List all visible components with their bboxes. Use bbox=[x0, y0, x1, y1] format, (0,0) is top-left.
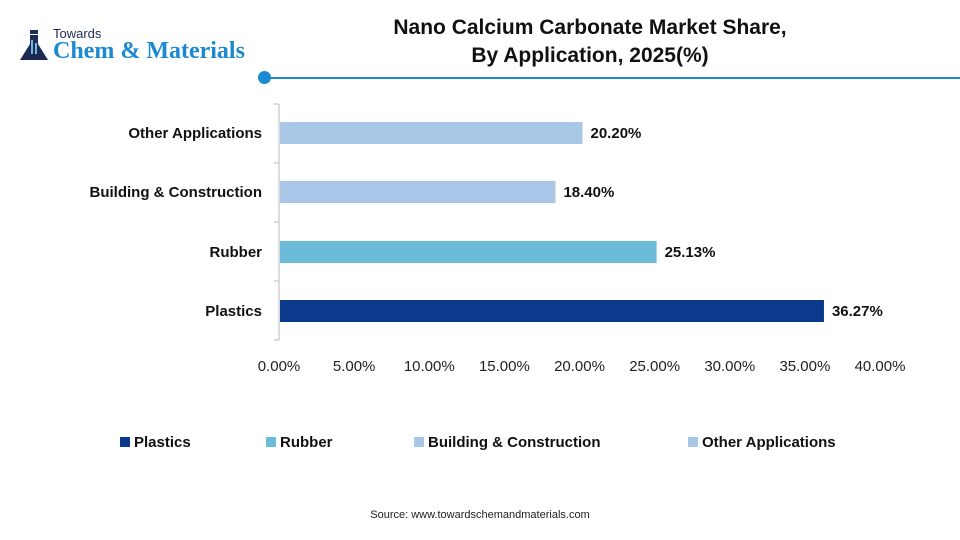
x-tick-label: 40.00% bbox=[855, 358, 906, 375]
legend-swatch bbox=[414, 437, 424, 447]
title-line-1: Nano Calcium Carbonate Market Share, bbox=[393, 16, 787, 39]
data-label: 20.20% bbox=[591, 125, 642, 142]
x-tick-label: 5.00% bbox=[333, 358, 376, 375]
logo: Towards Chem & Materials bbox=[18, 26, 258, 66]
legend-label: Other Applications bbox=[702, 434, 836, 451]
source-note: Source: www.towardschemandmaterials.com bbox=[370, 509, 590, 521]
rule-dot bbox=[258, 71, 271, 84]
legend-label: Building & Construction bbox=[428, 434, 600, 451]
legend-label: Rubber bbox=[280, 434, 333, 451]
x-tick-label: 30.00% bbox=[704, 358, 755, 375]
title-rule bbox=[265, 77, 960, 79]
bar-rubber bbox=[280, 241, 657, 263]
bar-chart: Plastics 36.27% Rubber 25.13% Building & Con… bbox=[90, 103, 906, 451]
bar-building-construction bbox=[280, 181, 556, 203]
flask-icon bbox=[20, 30, 48, 60]
category-label: Building & Construction bbox=[90, 184, 262, 201]
logo-text-brand: Chem & Materials bbox=[53, 38, 245, 64]
legend-swatch bbox=[120, 437, 130, 447]
x-tick-label: 15.00% bbox=[479, 358, 530, 375]
x-tick-label: 0.00% bbox=[258, 358, 301, 375]
data-label: 25.13% bbox=[665, 244, 716, 261]
chart-title: Nano Calcium Carbonate Market Share, By … bbox=[330, 14, 850, 70]
category-label: Other Applications bbox=[128, 125, 262, 142]
x-tick-label: 10.00% bbox=[404, 358, 455, 375]
data-label: 36.27% bbox=[832, 303, 883, 320]
title-line-2: By Application, 2025(%) bbox=[471, 44, 709, 67]
logo-text-towards: Towards bbox=[53, 26, 102, 41]
legend-swatch bbox=[266, 437, 276, 447]
x-tick-label: 20.00% bbox=[554, 358, 605, 375]
bar-plastics bbox=[280, 300, 824, 322]
x-tick-label: 35.00% bbox=[779, 358, 830, 375]
x-tick-label: 25.00% bbox=[629, 358, 680, 375]
legend-swatch bbox=[688, 437, 698, 447]
bar-other-applications bbox=[280, 122, 583, 144]
data-label: 18.40% bbox=[563, 184, 614, 201]
category-label: Rubber bbox=[210, 244, 263, 261]
category-label: Plastics bbox=[205, 303, 262, 320]
legend-label: Plastics bbox=[134, 434, 191, 451]
